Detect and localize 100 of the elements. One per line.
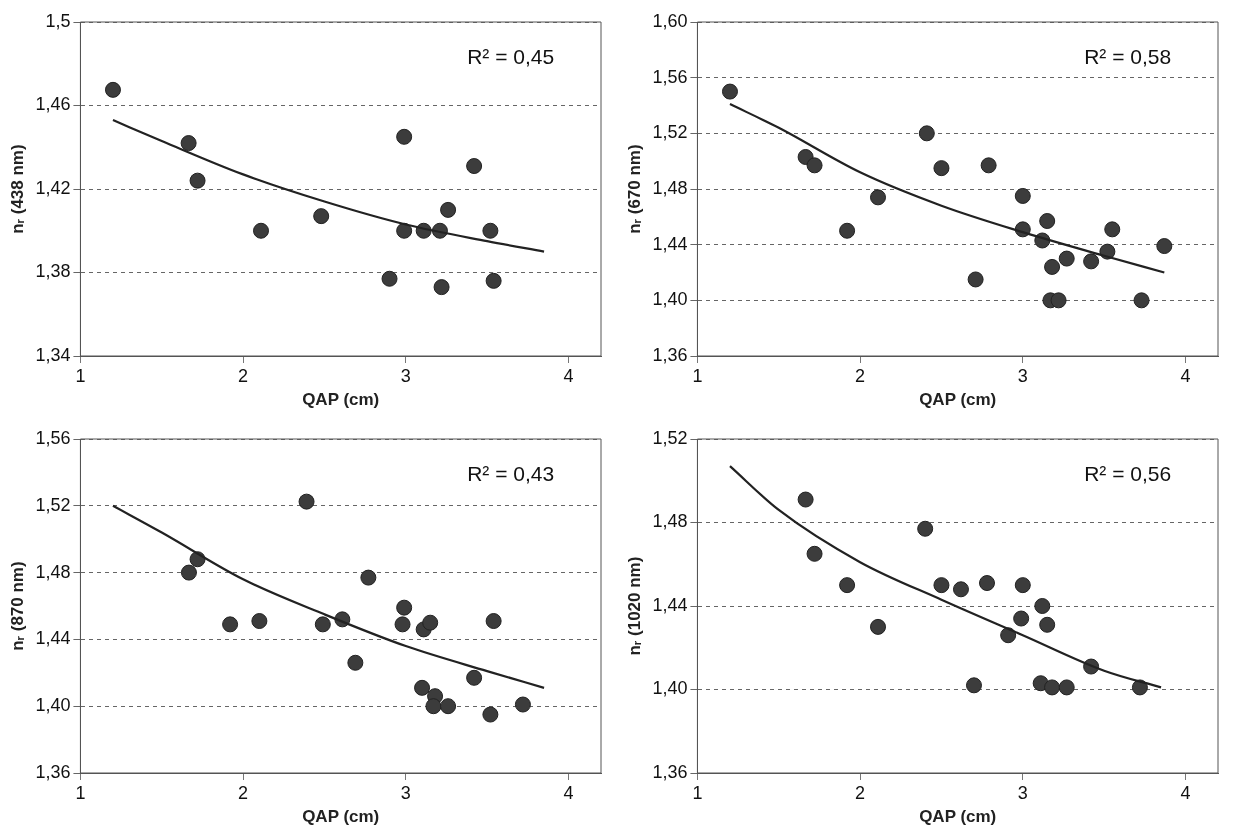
point xyxy=(251,613,268,630)
point xyxy=(104,81,121,98)
y-axis-title: nᵣ (870 nm) xyxy=(7,561,27,651)
y-tick-label: 1,40 xyxy=(35,695,71,716)
point xyxy=(952,581,969,598)
y-tick-label: 1,46 xyxy=(35,94,71,115)
x-tick-label: 3 xyxy=(400,782,411,803)
point xyxy=(347,654,364,671)
point xyxy=(1156,238,1173,255)
point xyxy=(180,135,197,152)
point xyxy=(721,83,738,100)
point xyxy=(870,618,887,635)
point xyxy=(980,157,997,174)
line-series xyxy=(111,119,546,253)
point xyxy=(1039,616,1056,633)
y-tick-label: 1,48 xyxy=(652,511,688,532)
x-tick-label: 2 xyxy=(855,365,866,386)
y-tick-label: 1,52 xyxy=(35,494,71,515)
x-tick-label: 3 xyxy=(1017,782,1028,803)
point xyxy=(870,189,887,206)
x-axis-title: QAP (cm) xyxy=(302,390,380,410)
x-axis-title: QAP (cm) xyxy=(302,807,380,827)
point xyxy=(1104,221,1121,238)
y-tick-label: 1,48 xyxy=(652,177,688,198)
annotation: R² = 0,43 xyxy=(467,461,555,485)
point xyxy=(1034,598,1051,614)
point xyxy=(360,569,377,586)
annotation: R² = 0,45 xyxy=(467,44,555,68)
point xyxy=(1014,187,1031,204)
point xyxy=(189,172,206,189)
y-tick-label: 1,34 xyxy=(35,344,71,365)
line-series xyxy=(728,103,1166,274)
x-tick-label: 4 xyxy=(563,365,574,386)
point xyxy=(466,669,483,686)
y-tick-label: 1,44 xyxy=(652,233,688,254)
point xyxy=(396,128,413,145)
point xyxy=(485,272,502,289)
point xyxy=(222,616,239,633)
y-tick-label: 1,42 xyxy=(35,177,71,198)
point xyxy=(440,201,457,218)
point xyxy=(797,491,814,508)
y-tick-label: 1,40 xyxy=(652,678,688,699)
point xyxy=(433,279,450,296)
x-tick-label: 1 xyxy=(75,365,86,386)
point xyxy=(839,222,856,239)
x-axis-title: QAP (cm) xyxy=(919,807,997,827)
y-axis-title: nᵣ (438 nm) xyxy=(7,144,27,234)
point xyxy=(917,520,934,537)
y-tick-label: 1,56 xyxy=(652,66,688,87)
x-tick-label: 2 xyxy=(855,782,866,803)
point xyxy=(298,493,315,510)
point xyxy=(485,613,502,630)
point xyxy=(806,545,823,562)
x-tick-label: 4 xyxy=(1180,365,1191,386)
y-tick-label: 1,5 xyxy=(45,10,71,31)
point xyxy=(1014,577,1031,594)
y-tick-label: 1,38 xyxy=(35,261,71,282)
y-tick-label: 1,44 xyxy=(35,628,71,649)
y-tick-label: 1,48 xyxy=(35,561,71,582)
point xyxy=(967,271,984,288)
point xyxy=(514,696,531,713)
point xyxy=(965,677,982,694)
point xyxy=(1044,679,1061,696)
point xyxy=(1050,292,1067,309)
point xyxy=(1039,213,1056,230)
point xyxy=(933,160,950,177)
point xyxy=(1058,679,1075,696)
y-axis-title: nᵣ (670 nm) xyxy=(624,144,644,234)
y-axis-title: nᵣ (1020 nm) xyxy=(624,556,644,656)
point xyxy=(466,158,483,175)
point xyxy=(482,706,499,723)
point xyxy=(440,698,457,715)
point xyxy=(806,157,823,174)
point xyxy=(381,270,398,287)
point xyxy=(180,564,197,581)
y-tick-label: 1,56 xyxy=(35,427,71,448)
x-tick-label: 4 xyxy=(563,782,574,803)
point xyxy=(414,679,431,696)
x-tick-label: 1 xyxy=(692,365,703,386)
x-tick-label: 4 xyxy=(1180,782,1191,803)
point xyxy=(394,616,411,633)
x-tick-label: 2 xyxy=(238,365,249,386)
y-tick-label: 1,40 xyxy=(652,289,688,310)
point xyxy=(1013,610,1030,627)
y-tick-label: 1,36 xyxy=(35,761,71,782)
x-tick-label: 3 xyxy=(1017,365,1028,386)
point xyxy=(1044,258,1061,275)
point xyxy=(918,125,935,142)
point xyxy=(314,616,331,633)
annotation: R² = 0,56 xyxy=(1084,461,1172,485)
x-axis-title: QAP (cm) xyxy=(919,390,997,410)
y-tick-label: 1,36 xyxy=(652,761,688,782)
line-series xyxy=(111,504,546,689)
x-tick-label: 1 xyxy=(75,782,86,803)
point xyxy=(422,614,439,631)
y-tick-label: 1,44 xyxy=(652,594,688,615)
x-tick-label: 3 xyxy=(400,365,411,386)
point xyxy=(482,222,499,239)
point xyxy=(253,222,270,239)
point xyxy=(1133,292,1150,309)
